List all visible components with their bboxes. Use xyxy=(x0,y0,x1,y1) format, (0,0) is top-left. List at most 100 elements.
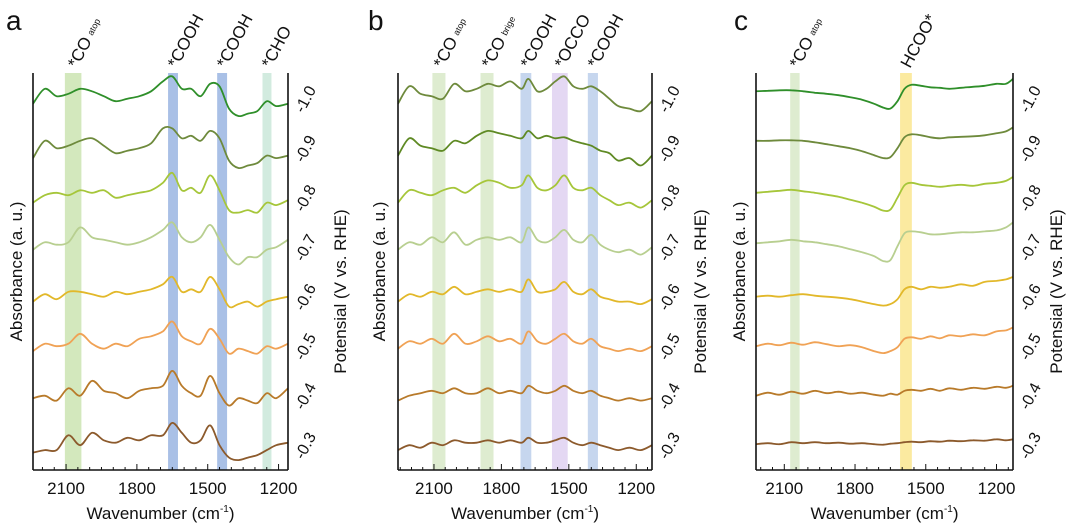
band-label: *COatop xyxy=(786,15,828,71)
band-highlight xyxy=(262,73,272,470)
potential-label: -1.0 xyxy=(1017,83,1045,115)
band-highlight xyxy=(520,73,532,470)
potential-label: -0.5 xyxy=(656,331,684,363)
panel-c: *COatop HCOO* -1.0 -0.9 -0.8 -0.7 -0.6 -0.5 -0.4… xyxy=(730,5,1066,523)
spectrum-line--0.4 xyxy=(32,369,289,407)
band-label-text: *COOH xyxy=(213,11,257,71)
x-tick-label: 2100 xyxy=(765,479,803,498)
x-axis-label: Wavenumber (cm-1) xyxy=(86,504,234,523)
band-label-subscript: atop xyxy=(807,17,824,37)
x-tick-label: 1200 xyxy=(978,479,1016,498)
potential-label: -0.9 xyxy=(656,133,684,165)
band-highlight xyxy=(587,73,598,470)
spectrum-line--0.8 xyxy=(32,171,289,214)
spectrum-line--0.8 xyxy=(755,176,1014,212)
potential-label: -0.6 xyxy=(1017,281,1045,313)
spectrum-line--1.0 xyxy=(397,75,653,113)
band-highlight xyxy=(168,73,178,470)
potential-label: -0.3 xyxy=(656,430,684,462)
potential-label: -0.5 xyxy=(1017,331,1045,363)
potential-axis-label: Potensial (V vs. RHE) xyxy=(691,209,710,373)
spectrum-line--0.5 xyxy=(32,320,289,355)
x-axis-label: Wavenumber (cm-1) xyxy=(810,504,958,523)
spectrum-line--1.0 xyxy=(755,78,1014,110)
band-label-text: *CO xyxy=(478,34,510,71)
x-axis-label-superscript: -1 xyxy=(944,504,953,515)
band-label: *COOH xyxy=(213,11,257,71)
band-highlight xyxy=(480,73,494,470)
band-label-subscript: atop xyxy=(85,17,102,37)
potential-label: -0.7 xyxy=(656,232,684,264)
potential-label: -0.8 xyxy=(292,182,320,214)
spectrum-line--0.8 xyxy=(397,174,653,209)
band-label: HCOO* xyxy=(897,11,941,71)
spectrum-line--0.5 xyxy=(755,326,1014,355)
x-axis-label-text: Wavenumber (cm xyxy=(810,504,944,523)
potential-axis-label: Potensial (V vs. RHE) xyxy=(1047,209,1066,373)
potential-axis-label: Potensial (V vs. RHE) xyxy=(331,209,350,373)
spectrum-line--0.3 xyxy=(397,436,653,452)
band-label-text: HCOO* xyxy=(897,11,941,71)
x-tick-label: 1800 xyxy=(836,479,874,498)
band-highlight xyxy=(790,73,800,470)
band-label-text: *CO xyxy=(430,34,462,71)
potential-label: -1.0 xyxy=(292,83,320,115)
band-label-text: *CHO xyxy=(258,23,296,71)
x-tick-label: 1500 xyxy=(189,479,227,498)
spectrum-line--0.5 xyxy=(397,330,653,353)
band-label: *COOH xyxy=(164,11,208,71)
spectrum-line--0.6 xyxy=(32,275,289,309)
x-axis-label-end: ) xyxy=(593,504,599,523)
potential-label: -0.3 xyxy=(1017,430,1045,462)
x-tick-label: 1200 xyxy=(617,479,655,498)
spectrum-line--0.3 xyxy=(755,438,1014,446)
spectrum-line--0.4 xyxy=(397,384,653,402)
band-label-text: *CO xyxy=(786,34,818,71)
potential-label: -0.7 xyxy=(292,232,320,264)
x-axis-label-text: Wavenumber (cm xyxy=(86,504,220,523)
spectrum-line--0.6 xyxy=(397,278,653,306)
spectrum-line--0.9 xyxy=(755,126,1014,160)
spectrum-line--0.6 xyxy=(755,276,1014,307)
x-tick-label: 2100 xyxy=(47,479,85,498)
band-highlight xyxy=(900,73,912,470)
potential-label: -0.6 xyxy=(292,281,320,313)
potential-label: -0.3 xyxy=(292,430,320,462)
band-highlight xyxy=(551,73,568,470)
x-axis-label-text: Wavenumber (cm xyxy=(451,504,585,523)
y-axis-label: Absorbance (a. u.) xyxy=(370,202,389,342)
band-label-subscript: atop xyxy=(451,17,468,37)
potential-label: -0.7 xyxy=(1017,232,1045,264)
x-axis-label-superscript: -1 xyxy=(220,504,229,515)
potential-label: -0.4 xyxy=(656,380,684,412)
spectrum-line--0.3 xyxy=(32,422,289,462)
spectrum-line--0.7 xyxy=(32,221,289,266)
x-axis-label: Wavenumber (cm-1) xyxy=(451,504,599,523)
band-label: *CHO xyxy=(258,23,296,71)
panel-letter: a xyxy=(6,5,22,36)
panel-b: *COatop*CObrige *COOH*OCCO*COOH-1.0-0.9-0… xyxy=(368,5,710,523)
band-label-text: *COOH xyxy=(164,11,208,71)
y-axis-label: Absorbance (a. u.) xyxy=(7,202,26,342)
x-tick-label: 2100 xyxy=(415,479,453,498)
band-highlight xyxy=(217,73,228,470)
x-tick-label: 1800 xyxy=(482,479,520,498)
x-axis-label-end: ) xyxy=(229,504,235,523)
potential-label: -0.4 xyxy=(292,380,320,412)
x-tick-label: 1500 xyxy=(907,479,945,498)
band-highlight xyxy=(64,73,82,470)
x-tick-label: 1200 xyxy=(260,479,298,498)
potential-label: -0.8 xyxy=(656,182,684,214)
x-axis-label-end: ) xyxy=(953,504,959,523)
spectrum-line--0.4 xyxy=(755,384,1014,397)
potential-label: -0.4 xyxy=(1017,380,1045,412)
panel-a: *COatop *COOH *COOH *CHO-1.0-0.9-0.8-0.7-0.… xyxy=(6,5,350,523)
panel-letter: c xyxy=(734,5,748,36)
x-axis-label-superscript: -1 xyxy=(584,504,593,515)
band-label: *COatop xyxy=(430,15,472,71)
x-tick-label: 1800 xyxy=(118,479,156,498)
spectrum-line--0.7 xyxy=(755,221,1014,263)
potential-label: -0.9 xyxy=(292,133,320,165)
panel-letter: b xyxy=(368,5,384,36)
